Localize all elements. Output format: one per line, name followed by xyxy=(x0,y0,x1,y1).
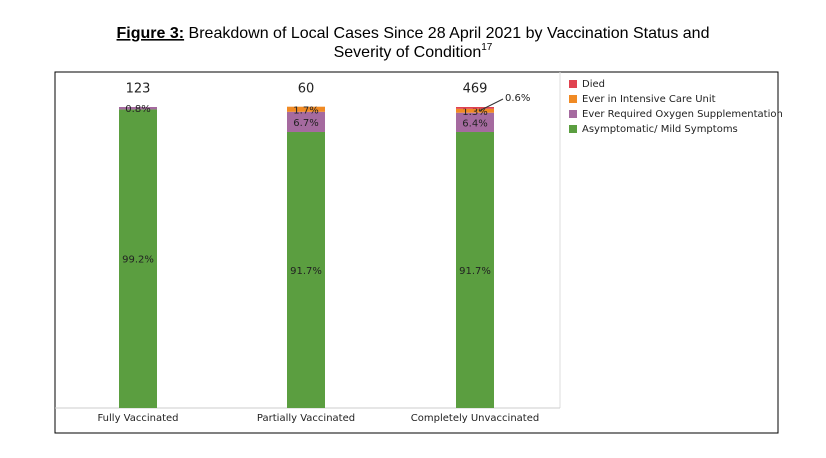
data-label: 6.4% xyxy=(462,118,487,129)
x-tick-label: Fully Vaccinated xyxy=(97,413,178,424)
bar-segment xyxy=(287,131,325,408)
chart-title: Breakdown of Local Cases Since 28 April … xyxy=(189,25,710,42)
data-label: 0.8% xyxy=(125,104,150,115)
legend-label: Ever in Intensive Care Unit xyxy=(582,94,716,105)
bar-segment xyxy=(119,107,157,110)
legend-label: Asymptomatic/ Mild Symptoms xyxy=(582,124,738,135)
x-tick-label: Completely Unvaccinated xyxy=(411,413,539,424)
leader-line xyxy=(478,98,504,112)
title-label: Figure 3: xyxy=(117,25,185,42)
chart-title-line: Severity of Condition17 xyxy=(334,42,493,62)
chart-title-line: Figure 3: Breakdown of Local Cases Since… xyxy=(117,25,710,42)
bar-segment xyxy=(287,111,325,132)
legend-label: Died xyxy=(582,79,605,90)
legend-swatch xyxy=(569,110,577,118)
data-label: 91.7% xyxy=(290,266,322,277)
legend-label: Ever Required Oxygen Supplementation xyxy=(582,109,783,120)
data-label: 1.3% xyxy=(462,107,487,118)
total-label: 469 xyxy=(463,82,488,97)
bar-segment xyxy=(456,131,494,408)
data-label: 99.2% xyxy=(122,255,154,266)
title-footnote: 17 xyxy=(481,42,493,53)
chart-frame xyxy=(54,71,779,434)
data-label: 91.7% xyxy=(459,266,491,277)
bar-segment xyxy=(456,112,494,132)
x-tick-label: Partially Vaccinated xyxy=(257,413,355,424)
bar-segment xyxy=(287,106,325,112)
legend-swatch xyxy=(569,95,577,103)
chart-title: Severity of Condition xyxy=(334,44,482,61)
data-label: 1.7% xyxy=(293,105,318,116)
bar-segment xyxy=(456,107,494,109)
total-label: 60 xyxy=(298,82,315,97)
bar-segment xyxy=(456,108,494,113)
total-label: 123 xyxy=(126,82,151,97)
data-label: 6.7% xyxy=(293,118,318,129)
legend-swatch xyxy=(569,125,577,133)
legend-swatch xyxy=(569,80,577,88)
data-label: 0.6% xyxy=(505,93,530,104)
bar-segment xyxy=(119,109,157,409)
